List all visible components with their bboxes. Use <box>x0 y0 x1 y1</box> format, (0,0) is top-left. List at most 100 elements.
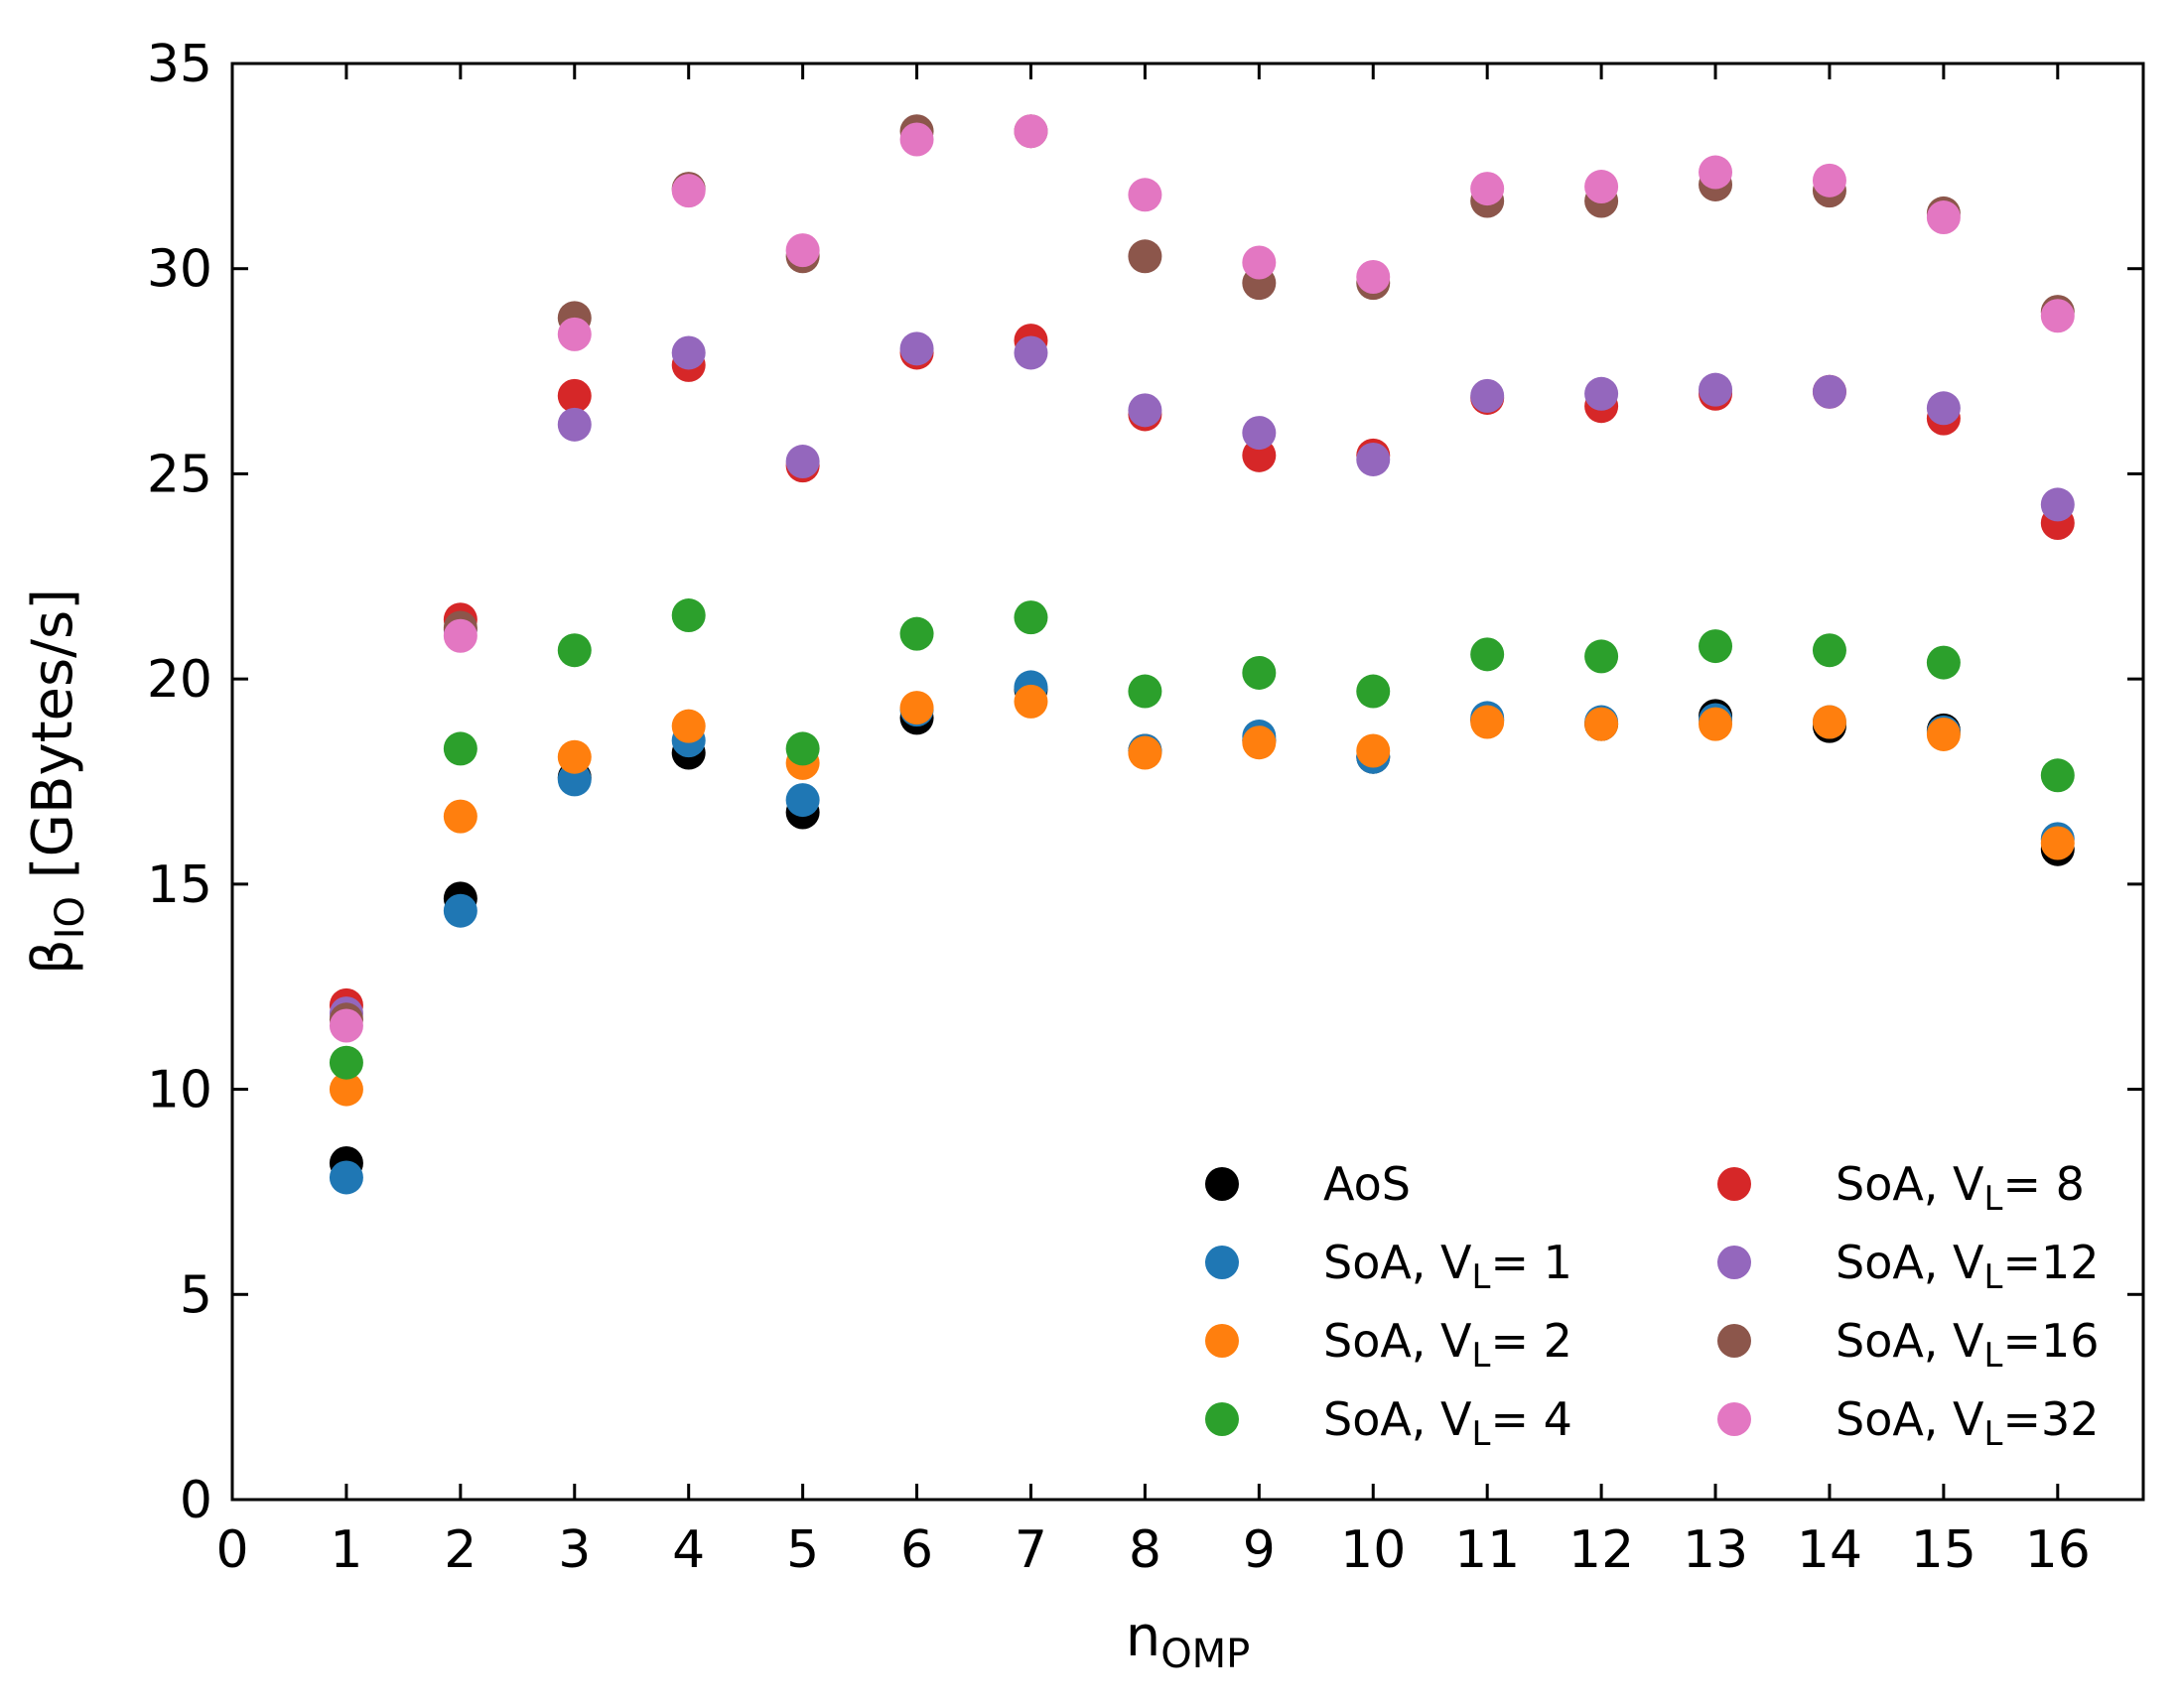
legend-label: SoA, VL= 4 <box>1323 1392 1572 1454</box>
data-point <box>1470 637 1505 672</box>
data-point <box>1356 733 1391 768</box>
legend-label-prefix: SoA, V <box>1836 1157 1984 1211</box>
data-point <box>443 893 477 928</box>
data-point <box>1812 705 1846 739</box>
data-point <box>443 799 477 834</box>
x-tick-label: 4 <box>672 1520 705 1580</box>
data-point <box>899 691 934 725</box>
legend-marker <box>1205 1246 1239 1279</box>
data-point <box>329 1160 363 1195</box>
x-tick-label: 1 <box>330 1520 362 1580</box>
y-tick-label: 10 <box>147 1061 212 1120</box>
legend-label-prefix: SoA, V <box>1836 1314 1984 1368</box>
data-point <box>1470 705 1505 739</box>
data-point <box>1699 629 1733 664</box>
y-tick-label: 5 <box>180 1265 212 1325</box>
legend-marker <box>1717 1324 1751 1358</box>
x-tick-label: 3 <box>558 1520 591 1580</box>
data-point <box>671 598 706 633</box>
data-point <box>1926 391 1961 426</box>
x-tick-label: 2 <box>444 1520 476 1580</box>
legend-label: SoA, VL= 8 <box>1836 1157 2085 1219</box>
legend-label-suffix: =16 <box>2002 1314 2099 1368</box>
data-point <box>329 1045 363 1080</box>
x-tick-label: 8 <box>1129 1520 1161 1580</box>
data-point <box>1014 335 1048 370</box>
plot-area-frame <box>230 62 2145 1502</box>
data-point <box>1699 707 1733 741</box>
data-point <box>899 331 934 366</box>
data-point <box>671 174 706 208</box>
data-point <box>1812 163 1846 197</box>
data-point <box>329 1008 363 1043</box>
data-point <box>1128 735 1162 770</box>
data-point <box>1812 633 1846 668</box>
x-tick-label: 9 <box>1243 1520 1276 1580</box>
data-point <box>1242 245 1277 280</box>
y-axis-title: βIO [GBytes/s] <box>21 589 93 975</box>
data-point <box>329 1072 363 1107</box>
legend-label-suffix: =12 <box>2002 1236 2099 1289</box>
data-point <box>443 731 477 766</box>
y-axis-title-subscript: IO <box>48 896 93 939</box>
legend-marker <box>1205 1167 1239 1201</box>
legend-label-subscript: L <box>1472 1414 1491 1454</box>
x-tick-label: 7 <box>1015 1520 1047 1580</box>
data-point <box>899 616 934 651</box>
data-point <box>557 317 592 351</box>
legend-label: SoA, VL=12 <box>1836 1236 2100 1297</box>
data-point <box>785 783 820 818</box>
legend-item: SoA, VL= 2 <box>1205 1314 1572 1376</box>
data-point <box>1014 684 1048 719</box>
x-tick-label: 16 <box>2025 1520 2091 1580</box>
data-points-group <box>329 114 2075 1195</box>
x-tick-label: 10 <box>1340 1520 1406 1580</box>
legend-label-subscript: L <box>1472 1257 1491 1297</box>
legend-marker <box>1205 1402 1239 1436</box>
legend-label-prefix: SoA, V <box>1836 1236 1984 1289</box>
data-point <box>1014 600 1048 635</box>
legend-item: SoA, VL= 1 <box>1205 1236 1572 1297</box>
data-point <box>1470 378 1505 413</box>
legend-label: SoA, VL=32 <box>1836 1392 2100 1454</box>
legend-item: SoA, VL=16 <box>1717 1314 2100 1376</box>
y-tick-label: 35 <box>147 35 212 94</box>
data-point <box>2040 487 2075 522</box>
x-tick-label: 0 <box>215 1520 248 1580</box>
data-point <box>2040 826 2075 860</box>
legend-label-suffix: = 1 <box>1490 1236 1571 1289</box>
x-tick-label: 6 <box>900 1520 933 1580</box>
data-point <box>671 335 706 370</box>
legend-label-prefix: SoA, V <box>1323 1314 1472 1368</box>
legend-label-prefix: SoA, V <box>1323 1236 1472 1289</box>
data-point <box>1356 442 1391 476</box>
x-axis-title-main: n <box>1126 1605 1161 1669</box>
y-tick-label: 20 <box>147 650 212 710</box>
data-point <box>785 445 820 479</box>
legend-label-subscript: L <box>1984 1257 2003 1297</box>
legend-marker <box>1717 1167 1751 1201</box>
legend-item: SoA, VL=32 <box>1717 1392 2100 1454</box>
y-axis-title-main: β <box>21 939 85 975</box>
x-tick-label: 15 <box>1911 1520 1976 1580</box>
legend-label-suffix: = 2 <box>1490 1314 1571 1368</box>
data-point <box>1812 374 1846 409</box>
x-tick-label: 11 <box>1454 1520 1520 1580</box>
data-point <box>1926 717 1961 751</box>
legend-item: SoA, VL=12 <box>1717 1236 2100 1297</box>
data-point <box>1014 114 1048 149</box>
data-point <box>1584 376 1619 411</box>
data-point <box>1470 172 1505 206</box>
data-point <box>557 378 592 413</box>
legend-label: SoA, VL=16 <box>1836 1314 2100 1376</box>
legend-marker <box>1717 1246 1751 1279</box>
data-point <box>1926 645 1961 680</box>
x-tick-label: 14 <box>1797 1520 1862 1580</box>
legend-label-subscript: L <box>1984 1414 2003 1454</box>
x-tick-label: 13 <box>1683 1520 1748 1580</box>
legend-marker <box>1717 1402 1751 1436</box>
